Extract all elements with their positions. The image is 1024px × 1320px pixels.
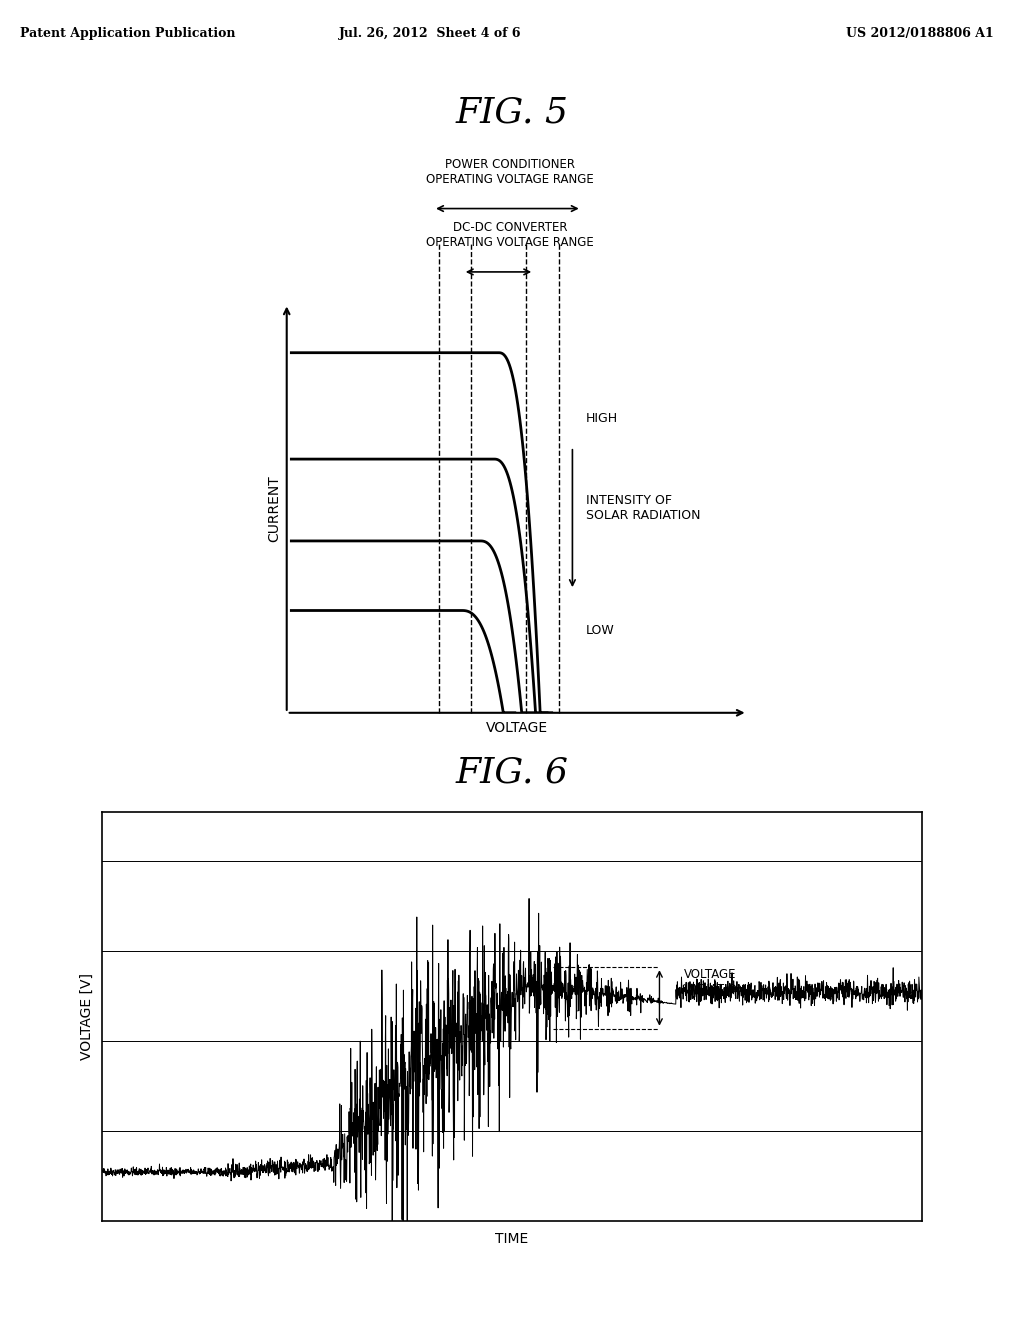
Text: INTENSITY OF
SOLAR RADIATION: INTENSITY OF SOLAR RADIATION [586, 494, 700, 523]
X-axis label: TIME: TIME [496, 1232, 528, 1246]
Text: US 2012/0188806 A1: US 2012/0188806 A1 [846, 26, 993, 40]
Text: HIGH: HIGH [586, 412, 618, 425]
Text: FIG. 6: FIG. 6 [456, 755, 568, 789]
Y-axis label: VOLTAGE [V]: VOLTAGE [V] [80, 973, 94, 1060]
Text: Jul. 26, 2012  Sheet 4 of 6: Jul. 26, 2012 Sheet 4 of 6 [339, 26, 521, 40]
Text: LOW: LOW [586, 624, 615, 638]
Text: VOLTAGE
VARIATION: VOLTAGE VARIATION [684, 968, 746, 995]
Text: DC-DC CONVERTER
OPERATING VOLTAGE RANGE: DC-DC CONVERTER OPERATING VOLTAGE RANGE [426, 222, 594, 249]
Text: Patent Application Publication: Patent Application Publication [20, 26, 236, 40]
Y-axis label: CURRENT: CURRENT [267, 475, 282, 541]
X-axis label: VOLTAGE: VOLTAGE [486, 721, 548, 735]
Text: FIG. 5: FIG. 5 [456, 95, 568, 129]
Text: POWER CONDITIONER
OPERATING VOLTAGE RANGE: POWER CONDITIONER OPERATING VOLTAGE RANG… [426, 158, 594, 186]
